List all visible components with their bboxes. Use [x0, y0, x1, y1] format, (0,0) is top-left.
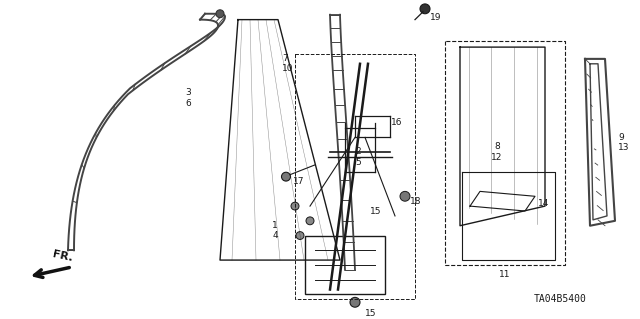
- Circle shape: [400, 191, 410, 201]
- Text: TA04B5400: TA04B5400: [534, 294, 586, 304]
- Text: 2
5: 2 5: [355, 147, 361, 167]
- Text: 14: 14: [538, 199, 549, 208]
- Circle shape: [350, 297, 360, 307]
- Text: 9
13: 9 13: [618, 133, 630, 152]
- Text: 11: 11: [499, 270, 511, 279]
- Text: 15: 15: [365, 309, 376, 318]
- Circle shape: [216, 10, 224, 18]
- Text: 7
10: 7 10: [282, 54, 294, 73]
- Circle shape: [306, 217, 314, 225]
- Text: 15: 15: [370, 206, 381, 216]
- Circle shape: [296, 232, 304, 240]
- Text: 1
4: 1 4: [272, 221, 278, 240]
- Text: 19: 19: [430, 13, 442, 22]
- Circle shape: [282, 172, 291, 181]
- Text: 18: 18: [410, 197, 422, 206]
- Text: 16: 16: [391, 118, 403, 127]
- Text: 17: 17: [293, 177, 305, 186]
- Text: 8
12: 8 12: [492, 142, 502, 162]
- Circle shape: [291, 202, 299, 210]
- Text: 3
6: 3 6: [185, 88, 191, 108]
- Circle shape: [420, 4, 430, 14]
- Text: FR.: FR.: [52, 249, 74, 263]
